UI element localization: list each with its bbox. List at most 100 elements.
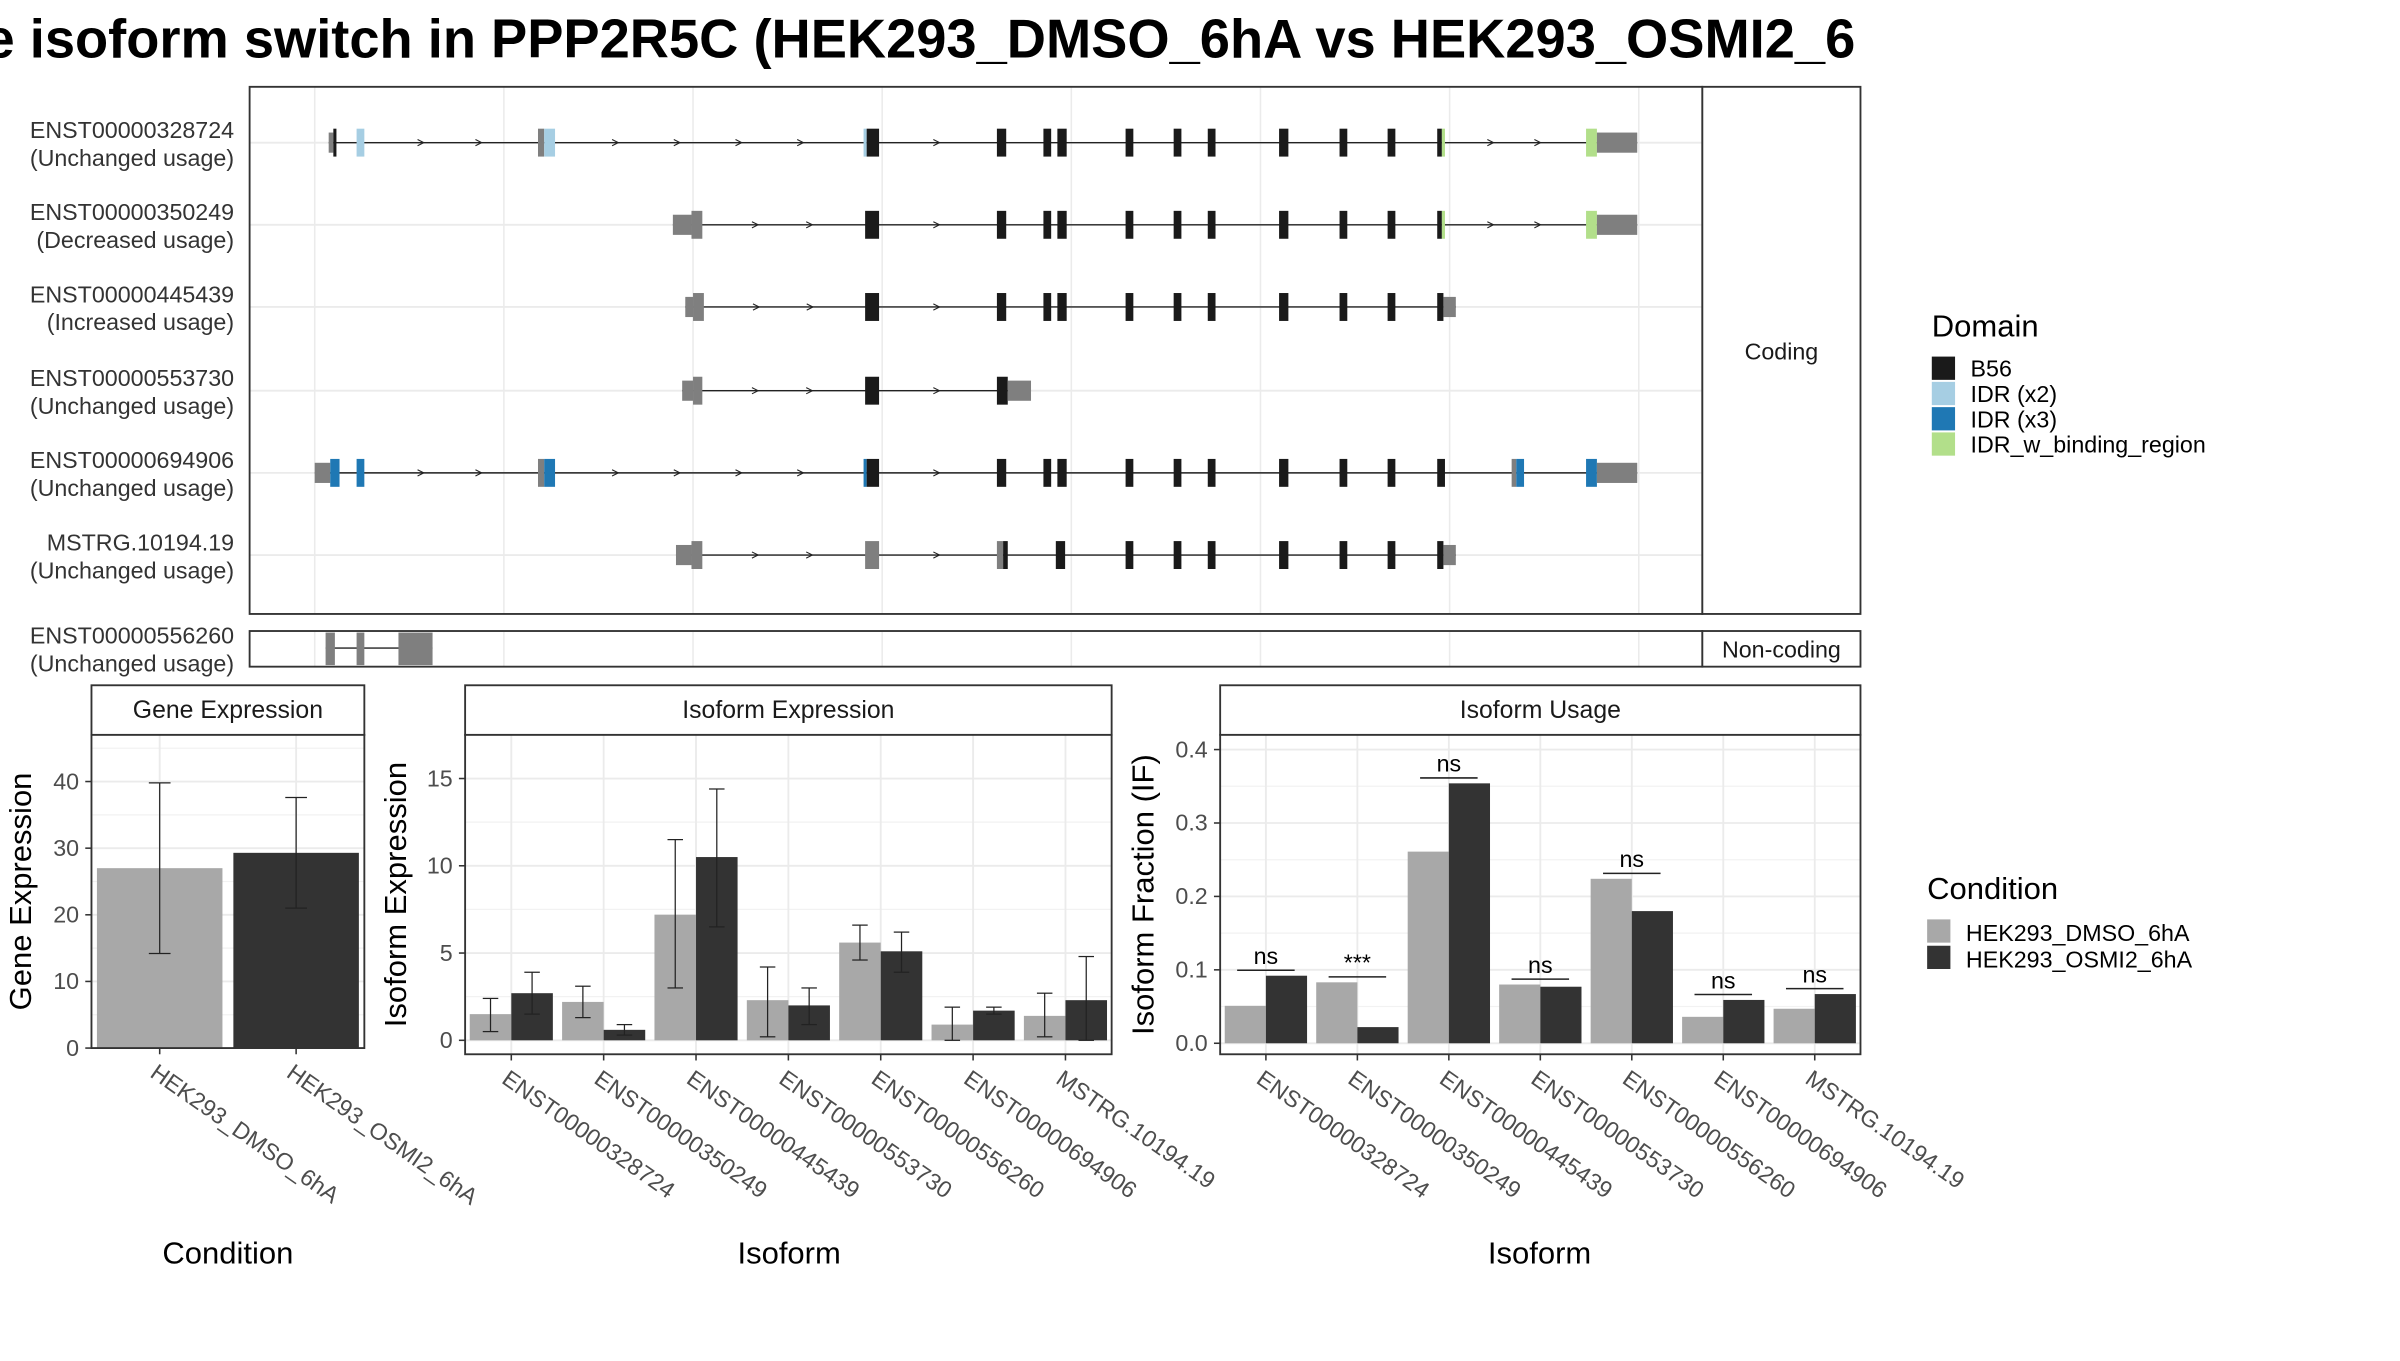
domain-legend-label: IDR_w_binding_region	[1971, 432, 2206, 458]
intron-arrow	[751, 221, 760, 229]
exon-block	[1511, 458, 1517, 487]
exon-block	[333, 128, 337, 157]
domain-legend-label: B56	[1971, 356, 2012, 382]
isoform-id-label: ENST00000553730	[30, 365, 234, 391]
exon-block	[996, 210, 1007, 239]
exon-block	[1339, 458, 1348, 487]
bar	[1357, 1027, 1399, 1044]
exon-block	[685, 296, 694, 318]
exon-block	[1173, 293, 1182, 321]
bar	[1316, 982, 1358, 1044]
exon-block	[1125, 128, 1134, 157]
intron-arrow	[475, 469, 483, 477]
exon-block	[1173, 541, 1182, 569]
exon-block	[1437, 458, 1445, 487]
intron-arrow	[751, 551, 760, 559]
bar	[973, 1010, 1015, 1041]
intron-arrow	[796, 469, 805, 477]
condition-legend-key	[1927, 945, 1951, 969]
exon-block	[1007, 380, 1032, 401]
bar	[1590, 878, 1632, 1044]
exon-block	[996, 541, 1004, 569]
bar	[1407, 851, 1449, 1044]
exon-block	[1207, 293, 1216, 321]
panel-strip-title: Gene Expression	[133, 697, 323, 724]
exon-block	[1057, 210, 1067, 239]
exon-block	[672, 214, 692, 235]
exon-block	[1586, 210, 1597, 239]
x-tick-label: MSTRG.10194.19	[1052, 1065, 1220, 1194]
exon-block	[1586, 128, 1597, 157]
significance-label: ns	[1802, 961, 1827, 987]
exon-block	[544, 458, 556, 487]
exon-block	[1443, 296, 1456, 318]
exon-block	[1279, 541, 1289, 569]
intron-arrow	[933, 469, 941, 477]
exon-block	[1596, 214, 1638, 235]
exon-block	[996, 458, 1007, 487]
exon-block	[1125, 293, 1134, 321]
intron-arrow	[933, 551, 941, 559]
panel-strip	[90, 684, 366, 736]
exon-block	[1437, 541, 1444, 569]
bar	[1682, 1016, 1724, 1044]
noncoding-strip	[1701, 630, 1862, 668]
y-tick-label: 20	[53, 902, 79, 928]
exon-block	[1043, 293, 1052, 321]
condition-legend-label: HEK293_DMSO_6hA	[1966, 920, 2190, 946]
significance-label: ns	[1254, 943, 1279, 969]
domain-legend-label: IDR (x2)	[1971, 381, 2058, 407]
exon-block	[1437, 210, 1442, 239]
intron-arrow	[796, 139, 805, 147]
exon-block	[1057, 458, 1067, 487]
exon-block	[1279, 458, 1289, 487]
exon-block	[1279, 293, 1289, 321]
significance-label: ns	[1437, 751, 1462, 777]
isoform-usage-label: (Increased usage)	[47, 309, 234, 335]
condition-legend-label: HEK293_OSMI2_6hA	[1966, 946, 2193, 972]
intron-arrow	[751, 387, 760, 395]
intron-arrow	[933, 139, 941, 147]
exon-block	[537, 128, 545, 157]
coding-strip-label: Coding	[1745, 339, 1819, 365]
intron-arrow	[475, 139, 483, 147]
bar	[1723, 999, 1765, 1044]
exon-block	[863, 128, 867, 157]
intron-arrow	[611, 139, 620, 147]
intron-arrow	[806, 303, 815, 311]
isoform-id-label: ENST00000694906	[30, 447, 234, 473]
condition-legend-title: Condition	[1927, 871, 2058, 906]
y-tick-label: 5	[440, 940, 453, 966]
y-tick-label: 40	[53, 768, 79, 794]
exon-block	[1057, 293, 1067, 321]
isoform-id-label: ENST00000350249	[30, 199, 234, 225]
intron-arrow	[735, 469, 743, 477]
isoform-usage-label: (Unchanged usage)	[30, 475, 234, 501]
noncoding-strip-label: Non-coding	[1722, 636, 1841, 662]
exon-block	[996, 128, 1007, 157]
exon-block	[1207, 210, 1216, 239]
exon-block	[1596, 132, 1638, 153]
y-tick-label: 10	[53, 968, 79, 994]
domain-legend-title: Domain	[1932, 308, 2039, 343]
y-tick-label: 30	[53, 835, 79, 861]
exon-block	[1437, 128, 1442, 157]
y-tick-label: 0.4	[1175, 736, 1207, 762]
x-axis-title: Isoform	[737, 1236, 840, 1271]
domain-legend-key	[1931, 381, 1956, 406]
domain-legend-key	[1931, 432, 1956, 456]
isoform-usage-label: (Unchanged usage)	[30, 650, 234, 676]
exon-block	[693, 293, 704, 321]
isoform-usage-label: (Decreased usage)	[36, 227, 234, 253]
y-tick-label: 10	[427, 853, 453, 879]
exon-block	[1596, 462, 1638, 483]
bar	[1814, 994, 1856, 1044]
domain-legend-key	[1931, 356, 1956, 380]
significance-label: ***	[1344, 950, 1371, 976]
exon-block	[544, 128, 556, 157]
intron-arrow	[417, 139, 425, 147]
exon-block	[1339, 293, 1348, 321]
exon-block	[356, 128, 365, 157]
